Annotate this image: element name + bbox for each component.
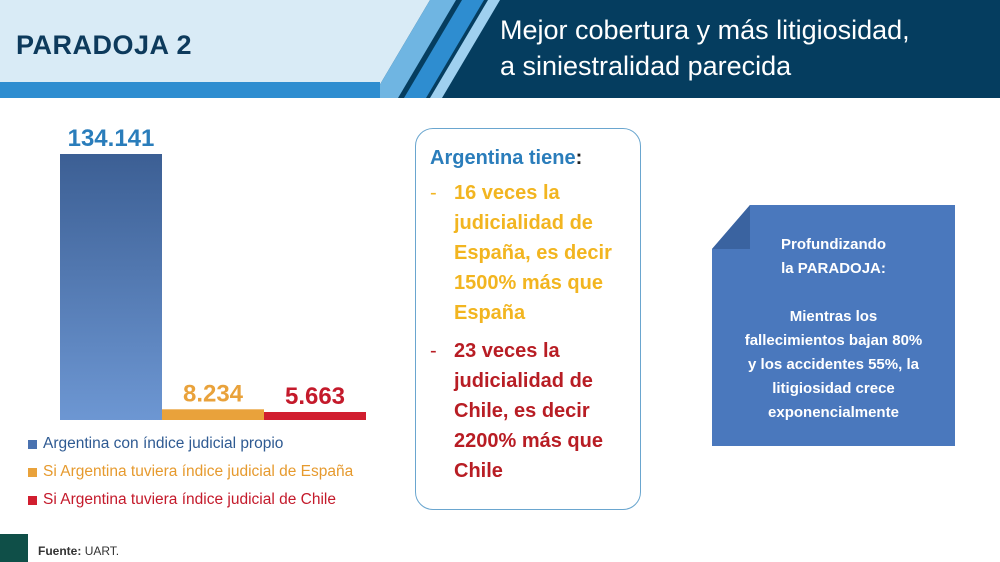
- bullet-espana-line-1: 16 veces la: [454, 182, 560, 204]
- section-badge: PARADOJA 2: [16, 30, 193, 60]
- summary-heading: Argentina tiene:: [430, 147, 630, 170]
- bar-argentina: [60, 154, 162, 426]
- bullet-chile: - 23 veces la judicialidad de Chile, es …: [430, 336, 630, 486]
- bullet-chile-line-5: Chile: [454, 460, 503, 482]
- bullet-espana-line-3: España, es decir: [454, 242, 612, 264]
- footer-accent-square: [0, 534, 28, 562]
- footer-source-label: Fuente:: [38, 544, 82, 558]
- slide-title: Mejor cobertura y más litigiosidad, a si…: [500, 12, 990, 84]
- bar-espana: [162, 409, 264, 426]
- argentina-summary-box: Argentina tiene: - 16 veces la judiciali…: [415, 128, 641, 510]
- legend-item-espana: Si Argentina tuviera índice judicial de …: [28, 458, 353, 486]
- callout-heading-line-1: Profundizando: [781, 236, 886, 253]
- bullet-espana-line-4: 1500% más que: [454, 272, 603, 294]
- summary-heading-colon: :: [575, 147, 583, 169]
- bullet-espana-text: 16 veces la judicialidad de España, es d…: [454, 178, 612, 328]
- callout-heading-line-2: la PARADOJA:: [781, 260, 886, 277]
- legend-swatch-chile: [28, 495, 37, 505]
- bullet-dash: -: [430, 182, 437, 204]
- paradoja-callout: Profundizando la PARADOJA: Mientras los …: [712, 205, 955, 446]
- bullet-chile-line-1: 23 veces la: [454, 340, 560, 362]
- bullet-chile-line-3: Chile, es decir: [454, 400, 590, 422]
- bullet-chile-line-4: 2200% más que: [454, 430, 603, 452]
- callout-body-line-1: Mientras los: [789, 308, 878, 325]
- slide-title-line-2: a siniestralidad parecida: [500, 51, 792, 81]
- callout-text: Profundizando la PARADOJA: Mientras los …: [712, 233, 955, 425]
- footer-source: Fuente: UART.: [38, 544, 119, 558]
- chart-legend: Argentina con índice judicial propio Si …: [28, 430, 353, 514]
- legend-item-chile: Si Argentina tuviera índice judicial de …: [28, 486, 353, 514]
- bullet-espana-line-2: judicialidad de: [454, 212, 593, 234]
- footer-source-value: UART.: [84, 544, 120, 558]
- bar-chile: [264, 412, 366, 426]
- bullet-chile-line-2: judicialidad de: [454, 370, 593, 392]
- legend-label-argentina: Argentina con índice judicial propio: [43, 435, 284, 452]
- summary-heading-text: Argentina tiene: [430, 147, 576, 169]
- legend-item-argentina: Argentina con índice judicial propio: [28, 430, 353, 458]
- slide-title-line-1: Mejor cobertura y más litigiosidad,: [500, 15, 910, 45]
- legend-swatch-espana: [28, 467, 37, 477]
- header-banner: PARADOJA 2 Mejor cobertura y más litigio…: [0, 0, 1000, 98]
- bullet-chile-text: 23 veces la judicialidad de Chile, es de…: [454, 336, 603, 486]
- callout-body-line-4: litigiosidad crece: [772, 380, 895, 397]
- legend-swatch-argentina: [28, 439, 37, 449]
- callout-body-line-5: exponencialmente: [768, 404, 899, 421]
- bullet-dash: -: [430, 340, 437, 362]
- bar-chart: 134.141 8.234 5.663: [0, 110, 400, 426]
- callout-spacer: [712, 281, 955, 305]
- callout-body-line-3: y los accidentes 55%, la: [748, 356, 919, 373]
- bullet-espana: - 16 veces la judicialidad de España, es…: [430, 178, 630, 328]
- bar-chart-svg: 134.141 8.234 5.663: [60, 125, 366, 426]
- callout-body-line-2: fallecimientos bajan 80%: [744, 332, 923, 349]
- header-background: [0, 0, 1000, 98]
- bar-value-label-argentina: 134.141: [68, 125, 155, 152]
- bar-value-label-espana: 8.234: [183, 380, 244, 407]
- callout-shape: [712, 205, 955, 446]
- legend-label-chile: Si Argentina tuviera índice judicial de …: [43, 491, 336, 508]
- legend-label-espana: Si Argentina tuviera índice judicial de …: [43, 463, 354, 480]
- bullet-espana-line-5: España: [454, 302, 526, 324]
- bar-value-label-chile: 5.663: [285, 383, 345, 410]
